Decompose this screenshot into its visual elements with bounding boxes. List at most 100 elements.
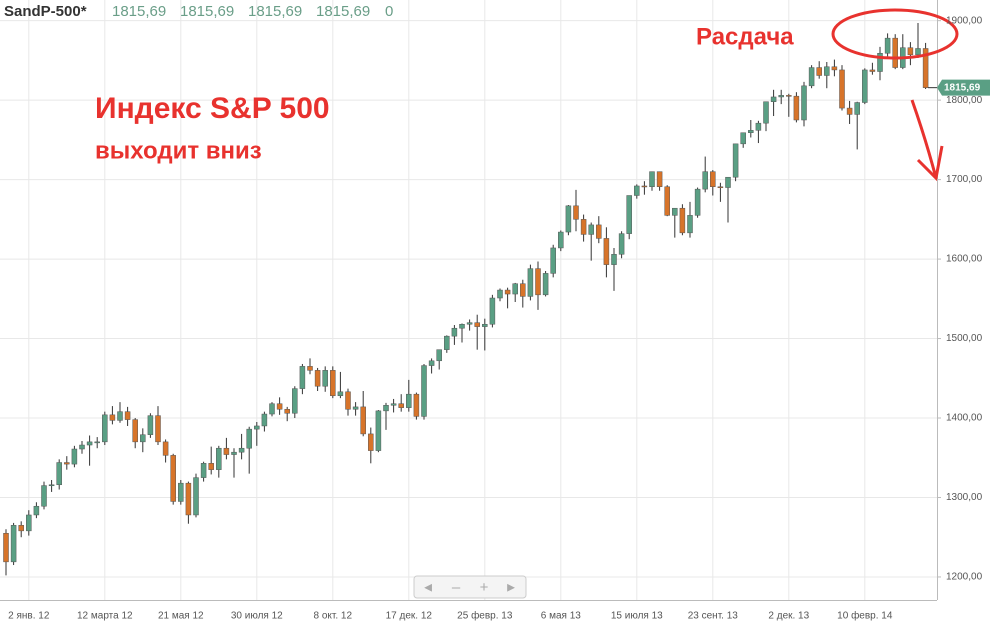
candle-body bbox=[314, 370, 321, 387]
candle-body bbox=[869, 69, 876, 72]
candle-body bbox=[193, 477, 199, 516]
x-tick-label: 17 дек. 12 bbox=[386, 611, 433, 622]
quote: 0 bbox=[385, 3, 393, 20]
nav-bar bbox=[413, 575, 527, 599]
candle-body bbox=[33, 505, 40, 516]
candle-body bbox=[793, 95, 800, 121]
candle-body bbox=[542, 273, 549, 296]
candle-body bbox=[345, 391, 351, 410]
candle-body bbox=[710, 171, 716, 188]
candle-body bbox=[884, 37, 891, 54]
candle-body bbox=[740, 132, 746, 145]
quote: 1815,69 bbox=[112, 3, 166, 20]
candle-body bbox=[26, 514, 32, 532]
x-tick-label: 30 июля 12 bbox=[231, 611, 283, 622]
candle-body bbox=[307, 366, 313, 371]
y-tick-label: 1600,00 bbox=[946, 254, 983, 265]
candle-body bbox=[178, 482, 184, 502]
quote: 1815,69 bbox=[180, 3, 234, 20]
y-tick-label: 1400,00 bbox=[946, 413, 983, 424]
candle-body bbox=[482, 323, 488, 327]
candle-body bbox=[892, 37, 898, 68]
scroll-right-button[interactable]: ► bbox=[505, 579, 518, 594]
candle-body bbox=[672, 207, 678, 216]
candle-body bbox=[520, 283, 526, 297]
candle-body bbox=[755, 122, 762, 131]
candle-body bbox=[383, 405, 389, 412]
candle-body bbox=[132, 419, 138, 443]
candle-body bbox=[406, 393, 412, 408]
x-tick-label: 15 июля 13 bbox=[611, 611, 663, 622]
candle-body bbox=[649, 171, 655, 188]
candle-body bbox=[763, 101, 769, 124]
candle-body bbox=[550, 247, 556, 274]
y-tick-label: 1500,00 bbox=[946, 333, 983, 344]
candle-body bbox=[284, 409, 290, 414]
candle-body bbox=[831, 66, 838, 71]
candle-body bbox=[216, 447, 222, 470]
candle-body bbox=[375, 410, 382, 451]
candle-body bbox=[808, 67, 815, 87]
candle-body bbox=[504, 289, 511, 295]
zoom-in-button[interactable]: + bbox=[480, 579, 489, 596]
candle-body bbox=[368, 433, 374, 451]
candle-body bbox=[687, 215, 693, 234]
candle-body bbox=[18, 525, 24, 532]
candle-body bbox=[679, 207, 686, 234]
nav-buttons: ◄ – + ► bbox=[413, 575, 527, 599]
candle-body bbox=[656, 171, 663, 188]
candle-body bbox=[155, 415, 161, 443]
candle-body bbox=[611, 254, 617, 265]
candle-body bbox=[580, 219, 587, 235]
candle-body bbox=[664, 186, 670, 216]
candle-body bbox=[94, 441, 100, 444]
candle-body bbox=[56, 462, 62, 486]
arrow bbox=[910, 99, 944, 182]
candle-body bbox=[360, 406, 366, 435]
candle-body bbox=[276, 403, 283, 410]
candle-body bbox=[117, 411, 123, 421]
scroll-left-button[interactable]: ◄ bbox=[422, 579, 435, 594]
candle-body bbox=[86, 441, 93, 446]
candle-body bbox=[489, 297, 496, 325]
candle-body bbox=[231, 451, 237, 455]
zoom-out-button[interactable]: – bbox=[452, 579, 461, 596]
annotation: Индекс S&P 500 bbox=[95, 92, 330, 125]
candle-body bbox=[269, 403, 275, 415]
candle-body bbox=[208, 463, 214, 470]
last-price-tag bbox=[937, 79, 990, 96]
candle-body bbox=[877, 52, 883, 72]
candle-body bbox=[717, 186, 724, 189]
candle-body bbox=[330, 370, 336, 397]
symbol: SandP-500* bbox=[4, 3, 87, 20]
candle-body bbox=[223, 447, 230, 455]
candle-body bbox=[451, 327, 458, 337]
candle-body bbox=[428, 360, 435, 366]
candle-body bbox=[421, 365, 427, 417]
candle-body bbox=[596, 224, 602, 239]
candle-body bbox=[786, 95, 792, 97]
candle-body bbox=[846, 107, 853, 115]
y-tick-label: 1900,00 bbox=[946, 15, 983, 26]
candle-body bbox=[634, 185, 640, 196]
candle-body bbox=[48, 484, 55, 487]
candle-body bbox=[444, 335, 450, 350]
candle-body bbox=[10, 525, 17, 563]
candle-body bbox=[71, 448, 78, 465]
candle-body bbox=[588, 224, 594, 235]
candle-body bbox=[497, 289, 503, 299]
x-tick-label: 23 сент. 13 bbox=[688, 611, 739, 622]
candle-body bbox=[474, 322, 480, 327]
last-price-label: 1815,69 bbox=[944, 82, 981, 93]
candle-body bbox=[170, 455, 176, 502]
candle-body bbox=[618, 233, 625, 255]
candle-body bbox=[41, 485, 47, 507]
x-tick-label: 10 февр. 14 bbox=[837, 610, 893, 622]
candle-body bbox=[292, 388, 298, 414]
candle-body bbox=[839, 69, 845, 109]
x-tick-label: 21 мая 12 bbox=[158, 611, 204, 622]
x-tick-label: 8 окт. 12 bbox=[314, 611, 353, 622]
annotation: выходит вниз bbox=[95, 137, 262, 164]
candle-body bbox=[109, 414, 116, 421]
